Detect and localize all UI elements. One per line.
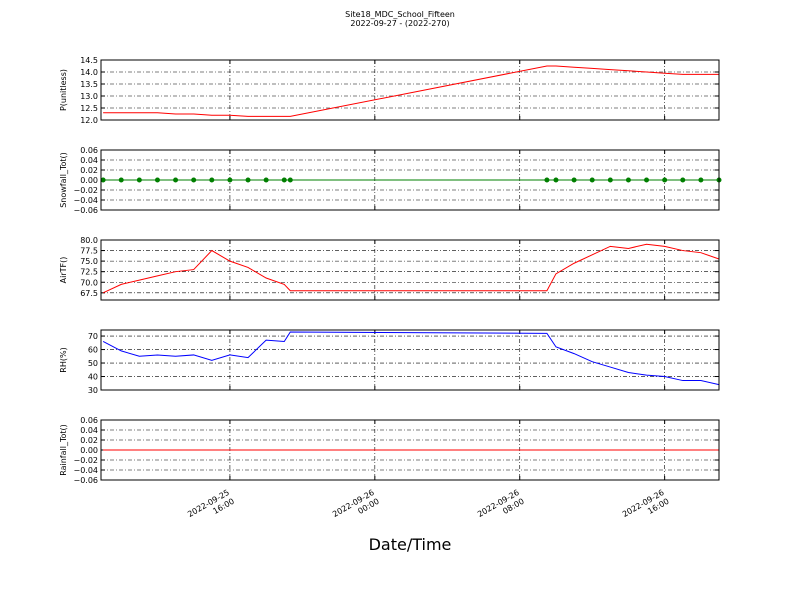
- y-axis-label: Snowfall_Tot(): [59, 152, 68, 208]
- x-axis-label: Date/Time: [369, 535, 452, 554]
- y-tick-label: 0.06: [80, 146, 98, 155]
- data-point: [698, 177, 704, 183]
- data-line: [102, 331, 720, 386]
- y-tick-label: 77.5: [80, 247, 98, 256]
- y-axis-label: RH(%): [59, 347, 68, 372]
- data-point: [209, 177, 215, 183]
- y-tick-label: 0.02: [80, 166, 98, 175]
- y-axis-label: Rainfall_Tot(): [59, 424, 68, 476]
- data-point: [263, 177, 269, 183]
- y-tick-label: −0.02: [73, 456, 98, 465]
- data-point: [154, 177, 160, 183]
- figure-title: Site18_MDC_School_Fifteen: [345, 10, 455, 19]
- y-tick-label: 12.0: [80, 116, 98, 125]
- y-tick-label: 0.00: [80, 446, 98, 455]
- data-point: [245, 177, 251, 183]
- data-point: [191, 177, 197, 183]
- y-tick-label: 13.0: [80, 92, 98, 101]
- data-point: [227, 177, 233, 183]
- data-point: [680, 177, 686, 183]
- y-tick-label: 13.5: [80, 80, 98, 89]
- y-tick-label: −0.04: [73, 466, 98, 475]
- axes-frame: [100, 419, 720, 481]
- data-point: [607, 177, 613, 183]
- y-tick-label: −0.06: [73, 476, 98, 485]
- data-point: [173, 177, 179, 183]
- y-tick-label: −0.04: [73, 196, 98, 205]
- y-tick-label: 70.0: [80, 278, 98, 287]
- data-point: [281, 177, 287, 183]
- y-tick-label: 80.0: [80, 236, 98, 245]
- data-point: [644, 177, 650, 183]
- data-point: [553, 177, 559, 183]
- data-line: [102, 243, 720, 294]
- y-tick-label: 0.04: [80, 156, 98, 165]
- y-tick-label: 67.5: [80, 289, 98, 298]
- data-point: [118, 177, 124, 183]
- y-tick-label: 70: [88, 332, 98, 341]
- y-tick-label: 0.04: [80, 426, 98, 435]
- y-tick-label: 0.02: [80, 436, 98, 445]
- figure-subtitle: 2022-09-27 - (2022-270): [350, 19, 449, 28]
- axes-frame: [100, 59, 720, 121]
- data-point: [287, 177, 293, 183]
- y-tick-label: 14.0: [80, 68, 98, 77]
- data-point: [662, 177, 668, 183]
- y-tick-label: 14.5: [80, 56, 98, 65]
- data-point: [589, 177, 595, 183]
- y-tick-label: 0.06: [80, 416, 98, 425]
- y-axis-label: P(unitless): [59, 69, 68, 111]
- data-line: [103, 65, 719, 117]
- y-tick-label: −0.02: [73, 186, 98, 195]
- y-tick-label: 12.5: [80, 104, 98, 113]
- data-point: [136, 177, 142, 183]
- y-tick-label: 75.0: [80, 257, 98, 266]
- y-axis-label: AirTF(): [59, 257, 68, 284]
- y-tick-label: 72.5: [80, 268, 98, 277]
- y-tick-label: 50: [88, 359, 98, 368]
- y-tick-label: 0.00: [80, 176, 98, 185]
- y-tick-label: 40: [88, 373, 98, 382]
- data-point: [544, 177, 550, 183]
- axes-frame: [100, 239, 720, 301]
- y-tick-label: −0.06: [73, 206, 98, 215]
- data-point: [100, 177, 106, 183]
- data-point: [571, 177, 577, 183]
- data-point: [625, 177, 631, 183]
- axes-frame: [100, 149, 720, 211]
- y-tick-label: 30: [88, 386, 98, 395]
- y-tick-label: 60: [88, 346, 98, 355]
- axes-frame: [100, 329, 720, 391]
